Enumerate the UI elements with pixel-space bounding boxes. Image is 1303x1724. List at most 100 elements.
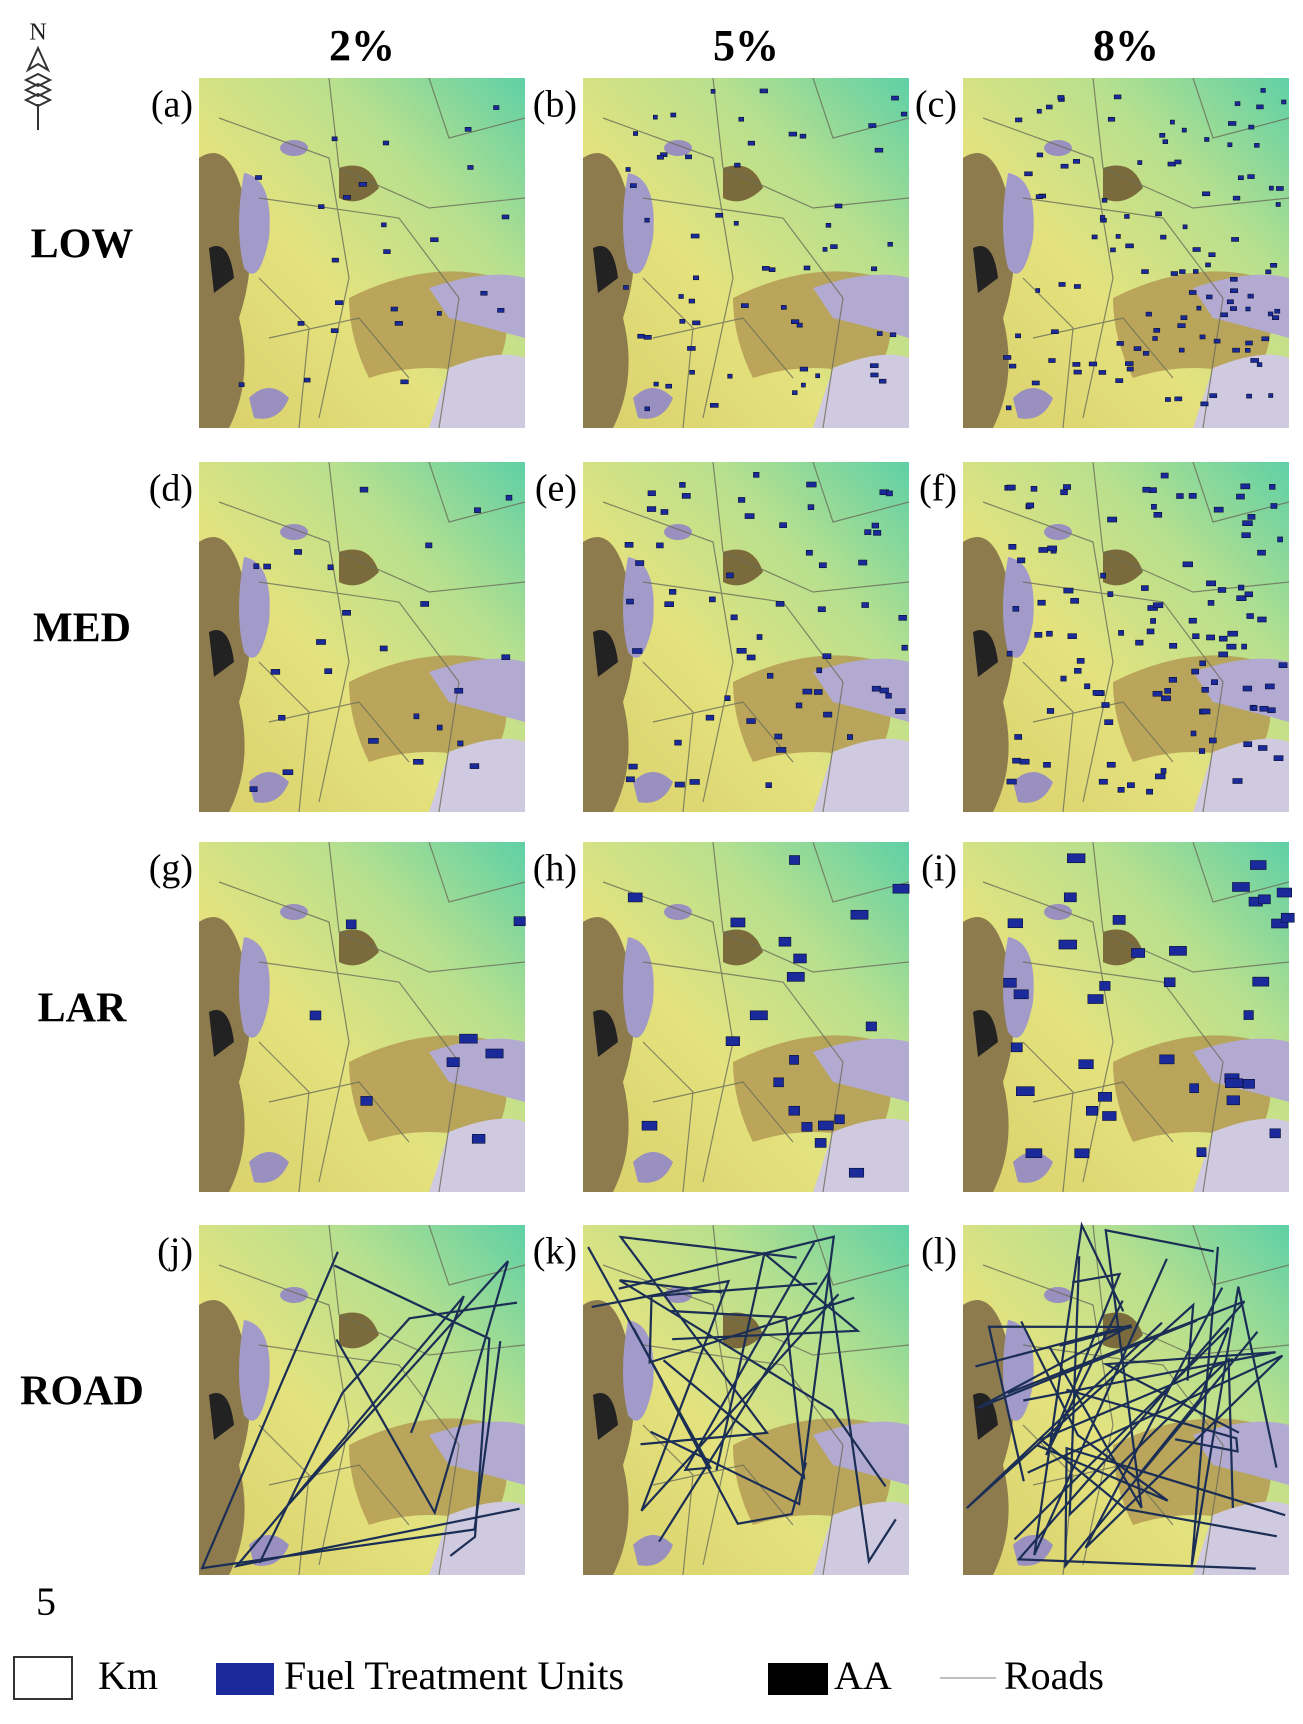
treatment-unit [1182,224,1188,230]
treatment-unit [1072,159,1081,164]
treatment-unit [799,133,807,139]
treatment-unit [1280,912,1295,923]
treatment-unit [1240,483,1251,490]
treatment-unit [818,1120,834,1131]
treatment-unit [724,695,731,701]
treatment-unit [1160,472,1169,479]
treatment-unit [454,687,464,694]
treatment-unit [736,647,747,654]
treatment-unit [1099,215,1106,220]
treatment-unit [1258,894,1271,905]
treatment-unit [413,759,424,765]
treatment-unit [848,1167,865,1178]
treatment-unit [1035,194,1043,200]
treatment-unit [1227,142,1233,148]
map-panel [963,78,1289,428]
treatment-unit [1154,773,1166,780]
treatment-unit [823,711,833,718]
treatment-unit [1180,315,1188,320]
treatment-unit [1159,133,1166,138]
treatment-unit [1201,687,1209,693]
treatment-unit [1258,745,1268,751]
treatment-unit [1046,630,1053,637]
treatment-unit [861,602,869,608]
treatment-unit [1155,211,1162,217]
treatment-unit [1230,288,1239,293]
treatment-unit [1007,918,1023,929]
treatment-unit [1104,719,1114,725]
treatment-unit [641,1120,658,1131]
treatment-unit [1072,362,1081,367]
treatment-unit [816,667,823,674]
row-label: ROAD [20,1369,144,1415]
treatment-unit [868,123,877,128]
treatment-unit [316,639,326,645]
treatment-unit [834,1114,845,1125]
treatment-unit [309,1010,322,1021]
treatment-unit [834,203,843,209]
treatment-unit [1110,247,1116,253]
treatment-unit [1200,401,1209,407]
treatment-unit [1152,690,1163,697]
treatment-unit [814,689,823,695]
treatment-unit [1060,163,1069,169]
treatment-unit [1179,269,1186,274]
treatment-unit [669,589,677,595]
treatment-unit [1206,580,1216,587]
treatment-unit [1198,748,1206,754]
treatment-unit [1165,397,1171,402]
treatment-unit [1073,284,1081,289]
treatment-unit [1182,561,1193,568]
treatment-unit [1034,632,1043,638]
treatment-unit [779,522,787,528]
treatment-unit [653,114,658,120]
treatment-unit [885,490,893,497]
treatment-unit [674,739,682,746]
treatment-unit [1232,882,1250,892]
treatment-unit [360,1096,373,1106]
treatment-unit [773,1077,784,1088]
treatment-unit [1019,758,1030,765]
treatment-unit [1232,195,1241,201]
treatment-unit [1278,662,1288,668]
treatment-unit [738,497,746,503]
treatment-unit [304,377,311,383]
panel-label: (i) [921,848,957,890]
treatment-unit [788,1105,800,1116]
treatment-unit [513,916,526,927]
treatment-unit [1208,737,1217,744]
treatment-unit [825,222,832,228]
panel-label: (b) [533,84,577,126]
treatment-unit [1252,976,1270,987]
map-panel [199,462,525,812]
treatment-unit [1275,202,1281,207]
treatment-unit [1274,308,1281,314]
road-treatment [975,1319,1198,1410]
treatment-unit [709,403,719,408]
treatment-unit [765,782,772,788]
treatment-unit [1250,860,1267,870]
treatment-unit [420,601,430,607]
treatment-unit [768,267,776,272]
panel-label: (g) [149,848,193,890]
column-header: 2% [329,21,395,70]
treatment-unit [1008,543,1017,550]
treatment-unit [383,249,391,254]
treatment-unit [1192,633,1200,640]
treatment-unit [1268,393,1274,398]
treatment-unit [756,634,763,640]
treatment-unit [1107,591,1114,597]
road-treatment [662,1309,806,1481]
treatment-unit [1043,762,1051,768]
treatment-unit [818,562,827,569]
treatment-unit [1196,1147,1207,1158]
treatment-unit [1205,262,1211,268]
treatment-unit [891,95,899,101]
treatment-unit [710,89,716,94]
road-treatment [1190,1246,1278,1568]
map-panel [199,842,526,1192]
treatment-unit [278,714,286,721]
treatment-unit [1124,214,1130,219]
treatment-unit [1063,892,1077,903]
treatment-unit [715,212,724,218]
